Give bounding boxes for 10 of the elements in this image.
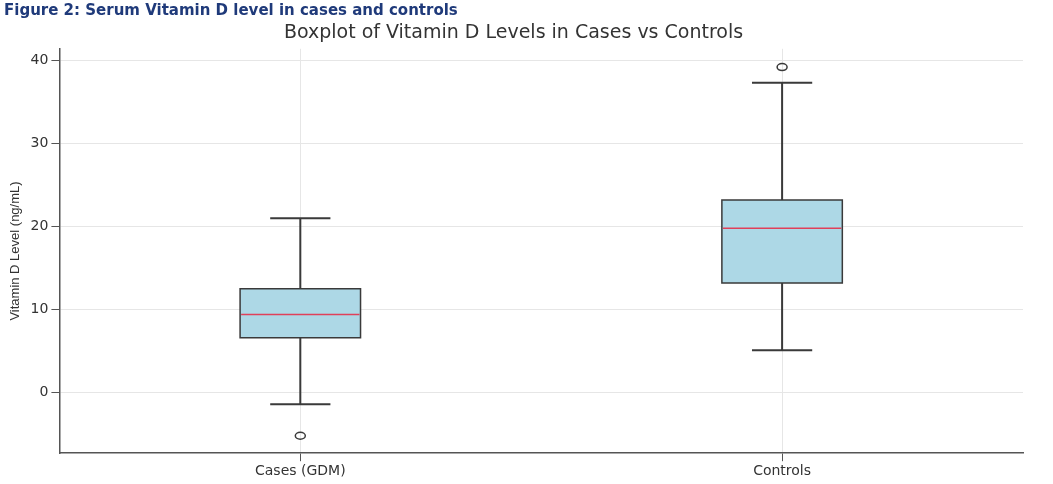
y-axis-title: Vitamin D Level (ng/mL) xyxy=(7,181,23,321)
chart-subtitle: Boxplot of Vitamin D Levels in Cases vs Controls xyxy=(283,20,744,43)
chart-title: Figure 2: Serum Vitamin D level in cases and controls xyxy=(4,0,458,19)
y-tick-label: 10 xyxy=(30,300,49,317)
y-tick-label: 20 xyxy=(30,217,49,234)
x-tick-label: Controls xyxy=(753,462,812,479)
y-tick-label: 40 xyxy=(30,51,49,68)
y-tick-label: 30 xyxy=(30,134,49,151)
y-tick-label: 0 xyxy=(39,383,49,400)
x-tick-label: Cases (GDM) xyxy=(254,462,346,479)
